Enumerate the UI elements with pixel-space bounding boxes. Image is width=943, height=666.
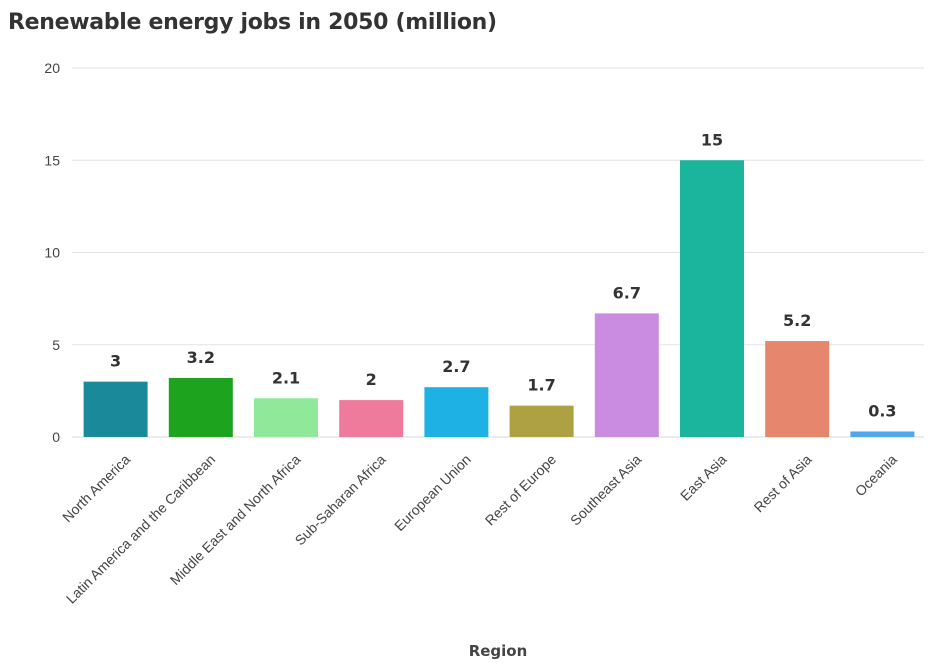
data-label: 1.7: [527, 376, 555, 395]
x-tick-label: Latin America and the Caribbean: [63, 451, 219, 607]
bar[interactable]: [168, 377, 233, 437]
y-tick-label: 5: [52, 337, 60, 353]
x-tick-label: North America: [59, 451, 133, 525]
data-labels: 3 3.2 2.1 2 2.7 1.7 6.7 15 5.2 0.3: [110, 130, 897, 420]
x-tick-label: European Union: [391, 451, 474, 534]
data-label: 2.1: [272, 368, 300, 387]
x-tick-label: East Asia: [677, 451, 730, 504]
bar[interactable]: [339, 400, 404, 437]
bar[interactable]: [765, 341, 830, 437]
data-label: 2.7: [442, 357, 470, 376]
y-axis-ticks: 0 5 10 15 20: [44, 60, 60, 445]
bar[interactable]: [850, 431, 915, 437]
data-label: 3.2: [187, 348, 215, 367]
y-tick-label: 15: [44, 152, 60, 168]
data-label: 3: [110, 352, 121, 371]
bar[interactable]: [424, 387, 489, 437]
bar[interactable]: [594, 313, 659, 437]
y-tick-label: 20: [44, 60, 60, 76]
data-label: 6.7: [613, 283, 641, 302]
data-label: 2: [366, 370, 377, 389]
y-tick-label: 10: [44, 245, 60, 261]
bar[interactable]: [254, 398, 318, 437]
bar[interactable]: [83, 381, 148, 437]
bar[interactable]: [680, 160, 744, 437]
x-tick-label: Southeast Asia: [567, 451, 645, 529]
x-tick-label: Rest of Europe: [482, 451, 559, 528]
y-tick-label: 0: [52, 429, 60, 445]
x-tick-label: Sub-Saharan Africa: [292, 451, 389, 548]
bars: [83, 160, 915, 437]
data-label: 15: [701, 130, 723, 149]
bar[interactable]: [509, 405, 574, 437]
chart-title: Renewable energy jobs in 2050 (million): [8, 10, 497, 35]
x-tick-label: Rest of Asia: [751, 451, 815, 515]
x-tick-label: Oceania: [852, 451, 900, 499]
data-label: 0.3: [868, 401, 896, 420]
data-label: 5.2: [783, 311, 811, 330]
x-axis-title: Region: [469, 642, 528, 660]
